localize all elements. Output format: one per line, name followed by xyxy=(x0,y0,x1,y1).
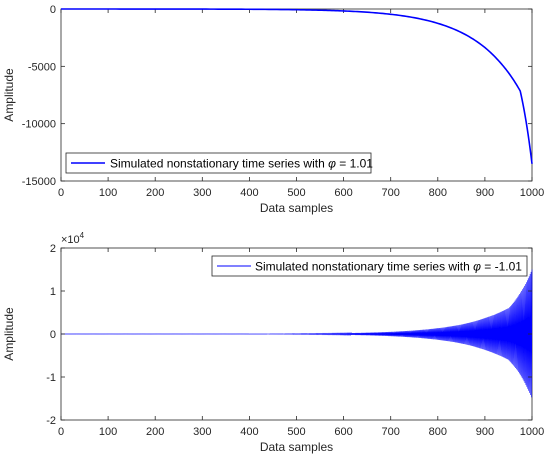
bottom-x-tick-label: 700 xyxy=(382,426,400,438)
top-x-tick-label: 600 xyxy=(334,187,352,199)
top-y-tick-label: -15000 xyxy=(22,176,56,188)
top-x-tick-label: 700 xyxy=(382,187,400,199)
top-y-tick-label: -5000 xyxy=(28,61,56,73)
top-y-tick-label: 0 xyxy=(50,4,56,16)
bottom-series-line xyxy=(60,269,533,398)
top-x-tick-label: 800 xyxy=(429,187,447,199)
bottom-y-tick-label: 1 xyxy=(50,286,56,298)
top-x-tick-label: 300 xyxy=(193,187,211,199)
top-y-ticks: -15000 -10000 -5000 0 xyxy=(22,4,532,188)
top-x-ticks: 0 100 200 300 400 500 600 700 800 900 1000 xyxy=(58,9,544,199)
bottom-y-ticks: -2 -1 0 1 2 xyxy=(46,243,532,427)
top-x-tick-label: 1000 xyxy=(520,187,544,199)
bottom-x-tick-label: 900 xyxy=(476,426,494,438)
bottom-legend: Simulated nonstationary time series with… xyxy=(211,255,528,277)
bottom-y-tick-label: 0 xyxy=(50,329,56,341)
top-x-tick-label: 900 xyxy=(476,187,494,199)
top-y-tick-label: -10000 xyxy=(22,119,56,131)
bottom-series-oscillation xyxy=(60,269,533,398)
bottom-x-tick-label: 1000 xyxy=(520,426,544,438)
top-x-tick-label: 500 xyxy=(287,187,305,199)
top-x-tick-label: 400 xyxy=(240,187,258,199)
bottom-x-tick-label: 300 xyxy=(193,426,211,438)
bottom-y-axis-label: Amplitude xyxy=(2,307,16,361)
top-chart: 0 100 200 300 400 500 600 700 800 900 1000 -15000-… xyxy=(2,4,544,215)
bottom-legend-label: Simulated nonstationary time series with… xyxy=(255,260,522,274)
top-legend-label: Simulated nonstationary time series with… xyxy=(110,157,373,171)
bottom-x-tick-label: 800 xyxy=(429,426,447,438)
top-y-axis-label: Amplitude xyxy=(2,68,16,122)
bottom-y-tick-label: -1 xyxy=(46,372,56,384)
bottom-x-tick-label: 0 xyxy=(58,426,64,438)
bottom-x-tick-label: 400 xyxy=(240,426,258,438)
top-series-line xyxy=(61,8,533,164)
top-x-tick-label: 200 xyxy=(146,187,164,199)
bottom-x-ticks: 0 100 200 300 400 500 600 700 800 900 1000 xyxy=(58,248,544,438)
bottom-x-tick-label: 500 xyxy=(287,426,305,438)
bottom-x-tick-label: 600 xyxy=(334,426,352,438)
bottom-y-tick-label: 2 xyxy=(50,243,56,255)
bottom-y-exponent: ×104 xyxy=(61,231,85,246)
bottom-legend-box xyxy=(211,255,528,277)
top-legend: Simulated nonstationary time series with… xyxy=(65,152,373,174)
top-x-tick-label: 0 xyxy=(58,187,64,199)
top-plot-area xyxy=(60,8,533,182)
bottom-y-tick-label: -2 xyxy=(46,415,56,427)
top-legend-box xyxy=(65,152,372,174)
top-x-tick-label: 100 xyxy=(99,187,117,199)
top-x-axis-label: Data samples xyxy=(260,201,333,215)
bottom-x-tick-label: 100 xyxy=(99,426,117,438)
bottom-x-axis-label: Data samples xyxy=(260,440,333,454)
bottom-chart: 0 100 200 300 400 500 600 700 800 900 1000 -2 -1 0 1 2… xyxy=(2,231,544,454)
bottom-x-tick-label: 200 xyxy=(146,426,164,438)
